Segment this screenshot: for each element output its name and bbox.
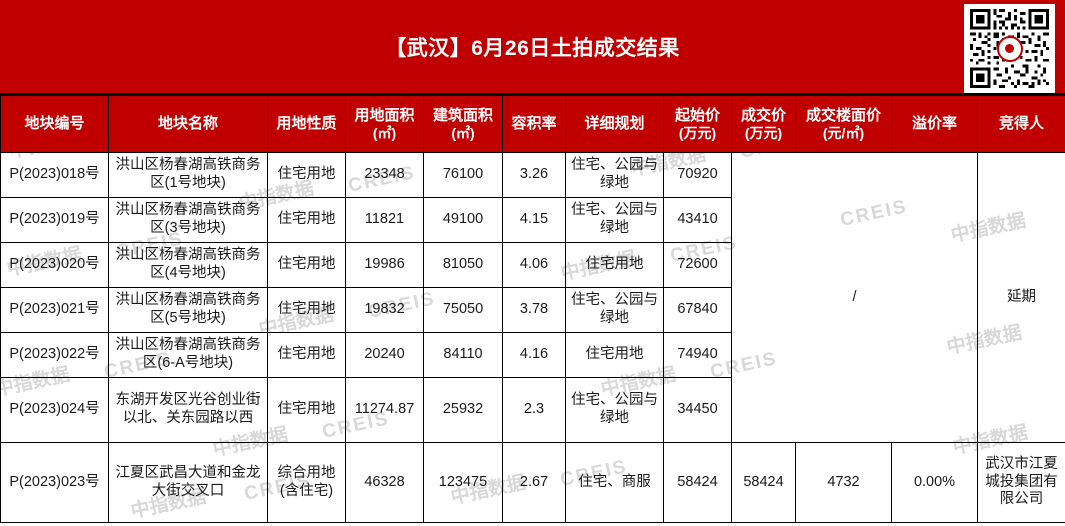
cell-building-area: 81050 — [423, 242, 503, 288]
cell-parcel-name: 东湖开发区光谷创业街以北、关东园路以西 — [108, 377, 268, 443]
cell-land-area: 11821 — [345, 197, 424, 243]
table-row: P(2023)019号 洪山区杨春湖高铁商务区(3号地块) 住宅用地 11821… — [0, 197, 1065, 243]
cell-land-area: 19832 — [345, 287, 424, 333]
cell-land-usage: 住宅用地 — [267, 152, 346, 198]
cell-building-area: 75050 — [423, 287, 503, 333]
cell-start-price: 72600 — [663, 242, 732, 288]
cell-building-area: 123475 — [423, 442, 503, 523]
table-header-row: 地块编号 地块名称 用地性质 用地面积 (㎡) 建筑面积 (㎡) 容积率 详细规划 … — [0, 95, 1065, 153]
cell-land-usage: 综合用地(含住宅) — [267, 442, 346, 523]
cell-parcel-name: 洪山区杨春湖高铁商务区(5号地块) — [108, 287, 268, 333]
page-title: 【武汉】6月26日土拍成交结果 — [385, 36, 680, 60]
cell-land-usage: 住宅用地 — [267, 377, 346, 443]
qr-code-canvas — [966, 6, 1053, 91]
cell-parcel-name: 洪山区杨春湖高铁商务区(4号地块) — [108, 242, 268, 288]
cell-detail-plan: 住宅用地 — [565, 332, 664, 378]
col-header-deal-price: 成交价 (万元) — [731, 95, 796, 153]
cell-far: 4.16 — [502, 332, 566, 378]
cell-parcel-code: P(2023)018号 — [0, 152, 109, 198]
cell-parcel-name: 洪山区杨春湖高铁商务区(1号地块) — [108, 152, 268, 198]
cell-detail-plan: 住宅用地 — [565, 242, 664, 288]
cell-parcel-code: P(2023)024号 — [0, 377, 109, 443]
table-row: P(2023)018号 洪山区杨春湖高铁商务区(1号地块) 住宅用地 23348… — [0, 152, 1065, 443]
cell-premium-rate: 0.00% — [891, 442, 978, 523]
cell-start-price: 43410 — [663, 197, 732, 243]
cell-start-price: 34450 — [663, 377, 732, 443]
cell-land-area: 19986 — [345, 242, 424, 288]
col-header-parcel-name: 地块名称 — [108, 95, 268, 153]
cell-detail-plan: 住宅、公园与绿地 — [565, 287, 664, 333]
col-header-land-area: 用地面积 (㎡) — [345, 95, 424, 153]
cell-parcel-name: 江夏区武昌大道和金龙大街交叉口 — [108, 442, 268, 523]
cell-building-area: 76100 — [423, 152, 503, 198]
table-row: P(2023)023号 江夏区武昌大道和金龙大街交叉口 综合用地(含住宅) 46… — [0, 442, 1065, 523]
cell-land-area: 20240 — [345, 332, 424, 378]
cell-start-price: 74940 — [663, 332, 732, 378]
banner: 【武汉】6月26日土拍成交结果 — [0, 0, 1065, 95]
cell-far: 2.67 — [502, 442, 566, 523]
cell-land-usage: 住宅用地 — [267, 332, 346, 378]
cell-land-area: 11274.87 — [345, 377, 424, 443]
cell-detail-plan: 住宅、公园与绿地 — [565, 152, 664, 198]
cell-far: 3.26 — [502, 152, 566, 198]
cell-detail-plan: 住宅、商服 — [565, 442, 664, 523]
col-header-start-price: 起始价 (万元) — [663, 95, 732, 153]
cell-start-price: 67840 — [663, 287, 732, 333]
cell-parcel-code: P(2023)023号 — [0, 442, 109, 523]
col-header-parcel-code: 地块编号 — [0, 95, 109, 153]
cell-building-area: 25932 — [423, 377, 503, 443]
table-row: P(2023)022号 洪山区杨春湖高铁商务区(6-A号地块) 住宅用地 202… — [0, 332, 1065, 378]
cell-parcel-code: P(2023)022号 — [0, 332, 109, 378]
cell-parcel-code: P(2023)020号 — [0, 242, 109, 288]
col-header-premium-rate: 溢价率 — [891, 95, 978, 153]
cell-far: 3.78 — [502, 287, 566, 333]
col-header-bidder: 竞得人 — [977, 95, 1065, 153]
cell-bidder-merged-postponed: 延期 — [977, 152, 1065, 443]
qr-code-center-logo — [996, 35, 1023, 62]
cell-land-area: 46328 — [345, 442, 424, 523]
col-header-floor-price: 成交楼面价 (元/㎡) — [795, 95, 892, 153]
col-header-far: 容积率 — [502, 95, 566, 153]
cell-building-area: 49100 — [423, 197, 503, 243]
cell-deal-merged-slash: / — [731, 152, 978, 443]
cell-bidder: 武汉市江夏城投集团有限公司 — [977, 442, 1065, 523]
col-header-building-area: 建筑面积 (㎡) — [423, 95, 503, 153]
results-table: 地块编号 地块名称 用地性质 用地面积 (㎡) 建筑面积 (㎡) 容积率 详细规划 … — [0, 95, 1065, 523]
cell-land-usage: 住宅用地 — [267, 287, 346, 333]
cell-parcel-name: 洪山区杨春湖高铁商务区(3号地块) — [108, 197, 268, 243]
col-header-detail-plan: 详细规划 — [565, 95, 664, 153]
cell-parcel-name: 洪山区杨春湖高铁商务区(6-A号地块) — [108, 332, 268, 378]
cell-building-area: 84110 — [423, 332, 503, 378]
cell-floor-price: 4732 — [795, 442, 892, 523]
qr-code[interactable] — [964, 4, 1055, 93]
qr-code-svg — [967, 6, 1052, 91]
cell-far: 2.3 — [502, 377, 566, 443]
cell-detail-plan: 住宅、公园与绿地 — [565, 377, 664, 443]
cell-far: 4.06 — [502, 242, 566, 288]
cell-land-usage: 住宅用地 — [267, 197, 346, 243]
cell-start-price: 70920 — [663, 152, 732, 198]
cell-detail-plan: 住宅、公园与绿地 — [565, 197, 664, 243]
cell-start-price: 58424 — [663, 442, 732, 523]
table-row: P(2023)021号 洪山区杨春湖高铁商务区(5号地块) 住宅用地 19832… — [0, 287, 1065, 333]
cell-parcel-code: P(2023)019号 — [0, 197, 109, 243]
cell-land-area: 23348 — [345, 152, 424, 198]
cell-land-usage: 住宅用地 — [267, 242, 346, 288]
cell-deal-price: 58424 — [731, 442, 796, 523]
cell-far: 4.15 — [502, 197, 566, 243]
cell-parcel-code: P(2023)021号 — [0, 287, 109, 333]
col-header-land-usage: 用地性质 — [267, 95, 346, 153]
